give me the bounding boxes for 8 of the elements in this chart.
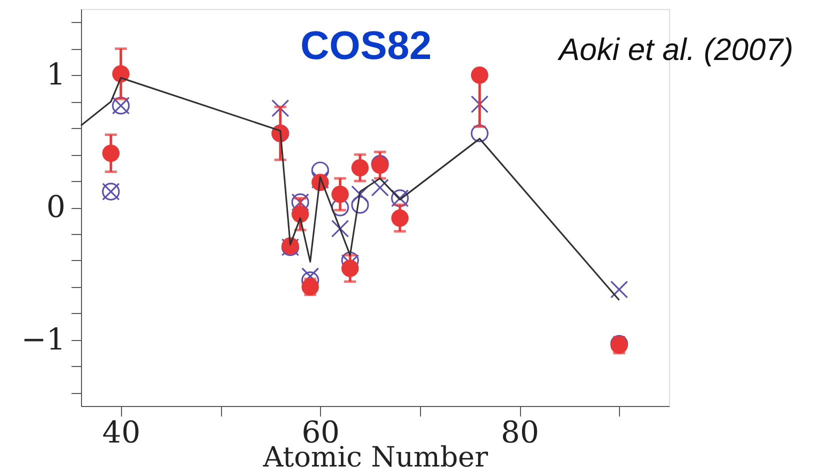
- x-tick-label: 80: [500, 416, 540, 450]
- annotation: Aoki et al. (2007): [557, 32, 794, 67]
- y-tick-label: 1: [46, 58, 66, 93]
- chart-title: COS82: [300, 24, 432, 68]
- x-tick-label: 60: [302, 416, 340, 450]
- y-tick-label: −1: [21, 322, 66, 358]
- x-tick-label: 40: [102, 416, 140, 450]
- y-tick-label: 0: [46, 190, 66, 225]
